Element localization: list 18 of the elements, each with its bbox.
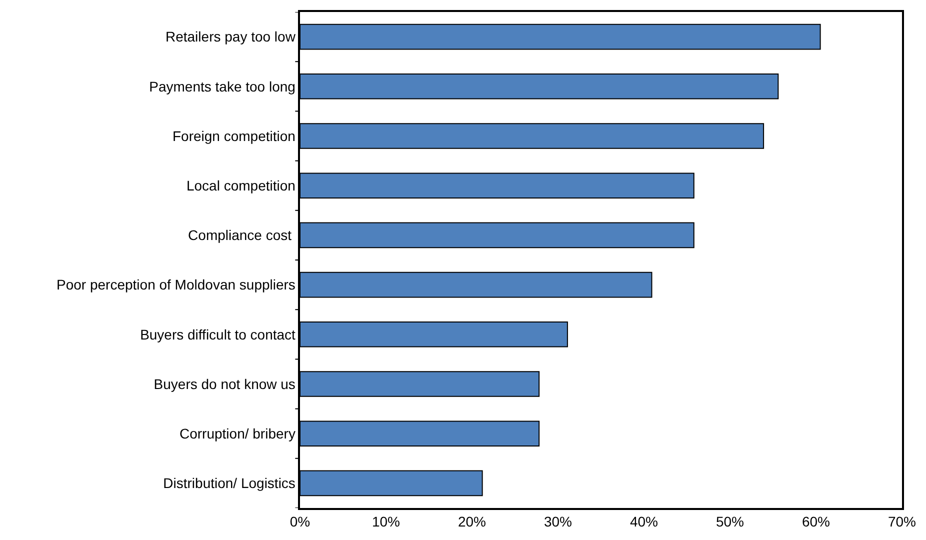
y-tick-label: Retailers pay too low <box>165 28 296 45</box>
y-tick-label: Buyers difficult to contact <box>140 326 296 342</box>
y-tick-label: Poor perception of Moldovan suppliers <box>56 276 296 293</box>
x-tick-label: 30% <box>544 514 572 530</box>
x-tick-label: 60% <box>802 514 830 530</box>
y-tick-label: Compliance cost <box>188 227 296 244</box>
x-tick-label: 20% <box>458 514 486 530</box>
y-tick-label: Distribution/ Logistics <box>163 475 296 492</box>
x-tick-label: 40% <box>630 514 658 530</box>
x-tick-label: 50% <box>716 514 744 530</box>
x-tick-label: 0% <box>290 514 310 530</box>
y-tick-label: Corruption/ bribery <box>180 426 296 442</box>
y-tick-label: Payments take too long <box>149 78 296 94</box>
x-tick-label: 10% <box>372 514 400 530</box>
y-tick-label: Foreign competition <box>172 128 296 144</box>
y-tick-label: Buyers do not know us <box>154 376 296 392</box>
x-tick-label: 70% <box>888 514 916 530</box>
y-tick-label: Local competition <box>186 178 296 194</box>
